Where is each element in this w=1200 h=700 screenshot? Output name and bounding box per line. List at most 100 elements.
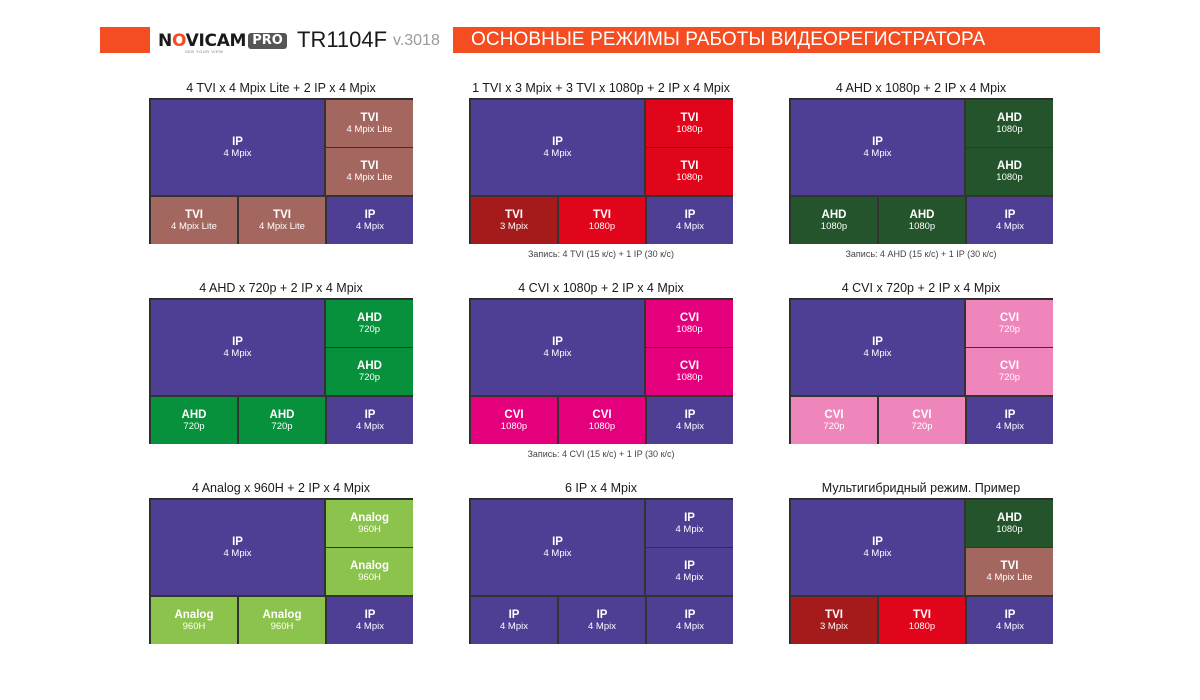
channel-tile-main: IP 4 Mpix: [151, 100, 324, 195]
layout-preview: IP 4 Mpix AHD 720p AHD 720p AHD 720p AHD 720p IP 4 …: [149, 298, 413, 444]
channel-type: IP: [1004, 409, 1016, 421]
layout-preview: IP 4 Mpix IP 4 Mpix IP 4 Mpix IP 4 Mpix IP 4 Mpix…: [469, 498, 733, 644]
channel-resolution: 4 Mpix: [356, 221, 384, 232]
channel-resolution: 1080p: [500, 421, 528, 432]
channel-resolution: 720p: [183, 421, 205, 432]
channel-type: IP: [552, 336, 563, 348]
channel-type: TVI: [680, 112, 699, 124]
channel-resolution: 4 Mpix: [676, 421, 704, 432]
channel-resolution: 4 Mpix: [863, 548, 892, 559]
channel-resolution: 960H: [358, 524, 381, 535]
channel-tile-main: IP 4 Mpix: [791, 100, 964, 195]
channel-tile-right-top: TVI 1080p: [646, 100, 733, 147]
channel-type: IP: [232, 136, 243, 148]
channel-tile-main: IP 4 Mpix: [471, 300, 644, 395]
channel-type: IP: [364, 409, 376, 421]
channel-type: AHD: [997, 512, 1022, 524]
channel-type: CVI: [679, 312, 700, 324]
page-title-bar: ОСНОВНЫЕ РЕЖИМЫ РАБОТЫ ВИДЕОРЕГИСТРАТОРА: [453, 27, 1100, 53]
channel-type: CVI: [679, 360, 700, 372]
channel-tile-bottom-left: TVI 3 Mpix: [791, 597, 877, 644]
channel-resolution: 4 Mpix Lite: [346, 172, 393, 183]
channel-type: CVI: [999, 360, 1020, 372]
channel-type: TVI: [360, 112, 379, 124]
channel-type: IP: [232, 536, 243, 548]
layout-preview: IP 4 Mpix Analog 960H Analog 960H Analog 960H An…: [149, 498, 413, 644]
channel-resolution: 4 Mpix: [223, 548, 252, 559]
layout-preview: IP 4 Mpix TVI 4 Mpix Lite TVI 4 Mpix Lite TVI 4…: [149, 98, 413, 244]
layout-preview: IP 4 Mpix TVI 1080p TVI 1080p TVI 3 Mpix TVI 1080…: [469, 98, 733, 244]
channel-resolution: 720p: [358, 372, 381, 383]
channel-resolution: 4 Mpix: [675, 572, 704, 583]
page-title: ОСНОВНЫЕ РЕЖИМЫ РАБОТЫ ВИДЕОРЕГИСТРАТОРА: [471, 29, 986, 50]
channel-type: TVI: [273, 209, 291, 221]
channel-type: AHD: [821, 209, 847, 221]
channel-tile-bottom-right: IP 4 Mpix: [327, 397, 413, 444]
channel-type: IP: [1004, 209, 1016, 221]
channel-resolution: 1080p: [996, 172, 1023, 183]
layout-preview: IP 4 Mpix AHD 1080p TVI 4 Mpix Lite TVI 3 Mpix T…: [789, 498, 1053, 644]
channel-tile-right-middle: CVI 1080p: [646, 348, 733, 395]
channel-type: IP: [552, 536, 563, 548]
channel-resolution: 4 Mpix Lite: [346, 124, 393, 135]
channel-type: IP: [684, 409, 696, 421]
channel-resolution: 3 Mpix: [500, 221, 528, 232]
channel-resolution: 960H: [358, 572, 381, 583]
channel-type: IP: [232, 336, 243, 348]
channel-tile-right-middle: TVI 4 Mpix Lite: [966, 548, 1053, 595]
channel-type: IP: [596, 609, 608, 621]
channel-type: Analog: [350, 560, 389, 572]
channel-tile-bottom-middle: TVI 1080p: [879, 597, 965, 644]
channel-resolution: 720p: [998, 324, 1021, 335]
channel-tile-right-top: AHD 1080p: [966, 100, 1053, 147]
channel-resolution: 4 Mpix: [863, 148, 892, 159]
recording-note: Запись: 4 AHD (15 к/с) + 1 IP (30 к/с): [845, 249, 997, 259]
channel-tile-bottom-left: AHD 1080p: [791, 197, 877, 244]
channel-type: CVI: [912, 409, 932, 421]
channel-resolution: 4 Mpix: [588, 621, 616, 632]
panel-title: 4 CVI x 720p + 2 IP x 4 Mpix: [841, 281, 1001, 295]
channel-type: IP: [872, 536, 883, 548]
channel-type: IP: [872, 136, 883, 148]
channel-resolution: 4 Mpix: [863, 348, 892, 359]
channel-tile-right-top: CVI 1080p: [646, 300, 733, 347]
logo-wordmark: NOVICAM: [158, 30, 247, 51]
channel-tile-right-middle: AHD 1080p: [966, 148, 1053, 195]
channel-type: AHD: [997, 112, 1022, 124]
channel-tile-bottom-middle: AHD 720p: [239, 397, 325, 444]
channel-tile-main: IP 4 Mpix: [471, 100, 644, 195]
channel-tile-bottom-right: IP 4 Mpix: [647, 597, 733, 644]
channel-resolution: 1080p: [820, 221, 848, 232]
channel-tile-right-middle: CVI 720p: [966, 348, 1053, 395]
channel-tile-main: IP 4 Mpix: [791, 300, 964, 395]
channel-resolution: 4 Mpix: [996, 621, 1024, 632]
device-model: TR1104F: [297, 27, 388, 52]
logo-pro-badge: PRO: [248, 32, 287, 50]
panel-title: 4 AHD x 720p + 2 IP x 4 Mpix: [199, 281, 363, 295]
channel-tile-main: IP 4 Mpix: [151, 500, 324, 595]
channel-tile-right-top: IP 4 Mpix: [646, 500, 733, 547]
channel-tile-bottom-middle: TVI 1080p: [559, 197, 645, 244]
channel-resolution: 720p: [998, 372, 1021, 383]
channel-tile-bottom-left: CVI 1080p: [471, 397, 557, 444]
channel-resolution: 4 Mpix Lite: [171, 221, 217, 232]
channel-resolution: 4 Mpix: [223, 148, 252, 159]
panel-title: Мультигибридный режим. Пример: [821, 481, 1021, 495]
channel-tile-bottom-right: IP 4 Mpix: [327, 597, 413, 644]
channel-type: TVI: [913, 609, 931, 621]
channel-resolution: 4 Mpix: [356, 621, 384, 632]
channel-type: AHD: [997, 160, 1022, 172]
layout-preview: IP 4 Mpix CVI 1080p CVI 1080p CVI 1080p CVI 1080p…: [469, 298, 733, 444]
channel-resolution: 4 Mpix: [543, 148, 572, 159]
channel-tile-bottom-left: AHD 720p: [151, 397, 237, 444]
channel-type: TVI: [825, 609, 843, 621]
channel-type: TVI: [593, 209, 611, 221]
channel-type: IP: [872, 336, 883, 348]
channel-type: IP: [1004, 609, 1016, 621]
channel-tile-bottom-right: IP 4 Mpix: [647, 197, 733, 244]
channel-type: AHD: [357, 360, 382, 372]
channel-resolution: 4 Mpix: [543, 348, 572, 359]
channel-resolution: 4 Mpix Lite: [986, 572, 1033, 583]
channel-tile-bottom-left: Analog 960H: [151, 597, 237, 644]
channel-resolution: 1080p: [908, 221, 936, 232]
